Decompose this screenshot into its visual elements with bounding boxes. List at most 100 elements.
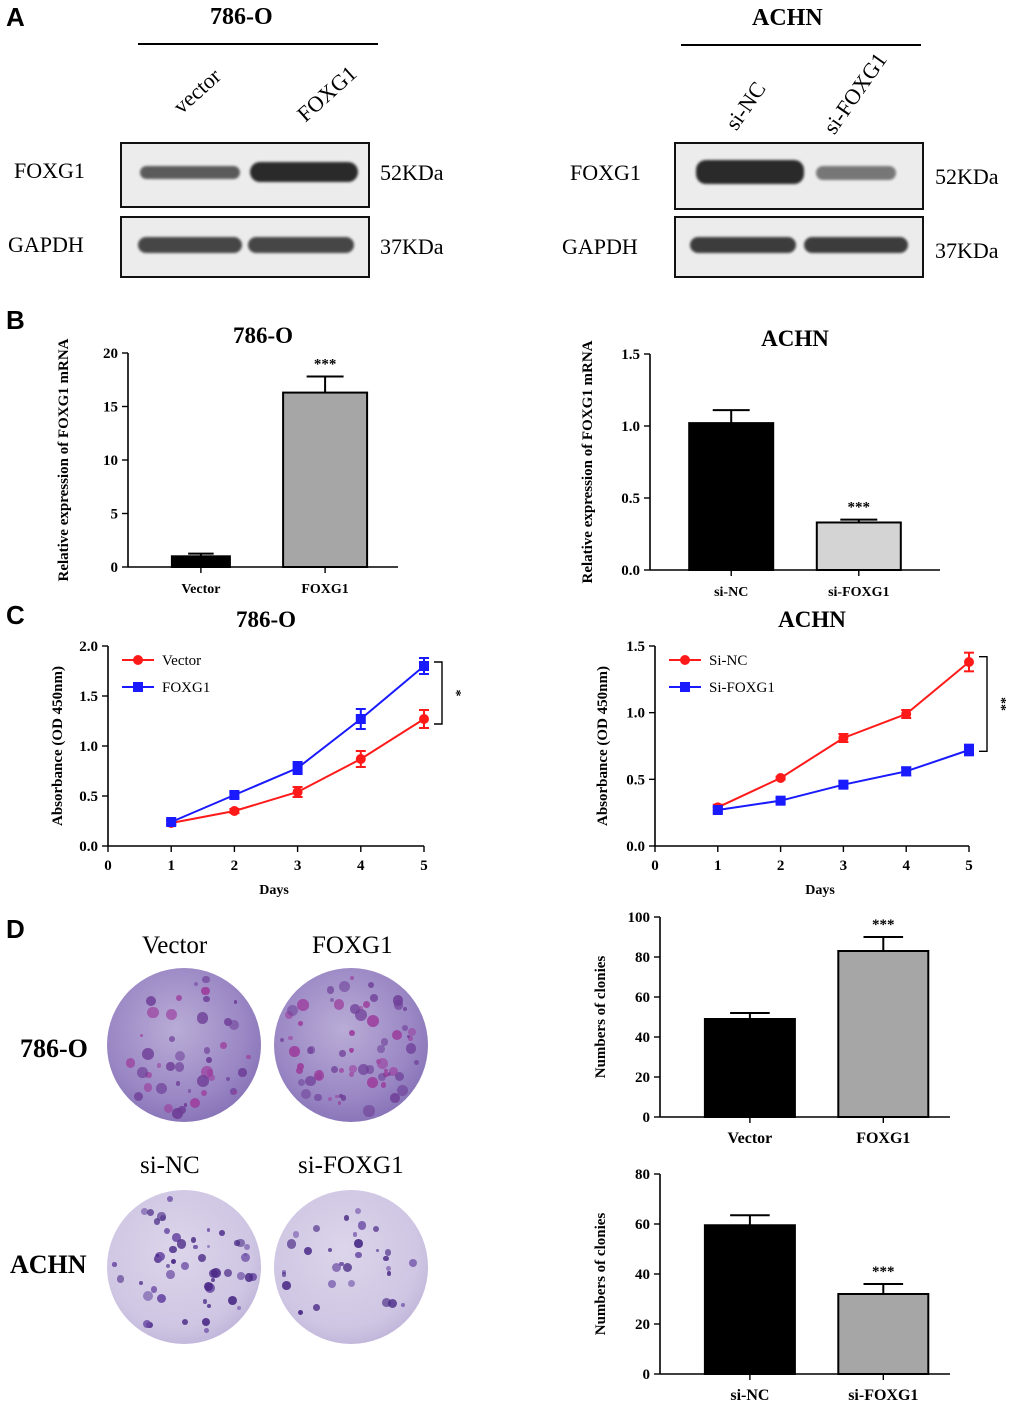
- colony: [112, 1262, 117, 1267]
- colony: [296, 999, 309, 1011]
- colony: [211, 1278, 216, 1283]
- colony: [405, 1043, 417, 1054]
- colony: [339, 1050, 347, 1058]
- x-tick-label: 2: [231, 858, 239, 874]
- colony: [327, 1247, 332, 1252]
- colony: [383, 1255, 389, 1261]
- legend-marker: [680, 682, 690, 692]
- colony: [281, 1281, 291, 1290]
- colony: [137, 1067, 149, 1078]
- colony: [337, 1100, 342, 1105]
- legend-label: Si-NC: [709, 653, 747, 669]
- colony: [313, 1304, 321, 1311]
- significance-label: ***: [314, 357, 337, 373]
- colony: [223, 1017, 233, 1026]
- data-point: [964, 657, 974, 667]
- colony: [297, 1021, 303, 1027]
- colony: [237, 1306, 242, 1311]
- colony: [386, 1270, 392, 1276]
- colony: [407, 1035, 411, 1039]
- colony: [141, 1207, 149, 1215]
- data-point: [419, 714, 429, 724]
- bar: [703, 1018, 796, 1118]
- colony: [197, 1075, 209, 1088]
- lane-label: vector: [168, 63, 226, 119]
- colony: [244, 1273, 254, 1282]
- chart-786o-mrna: 786-O 0 5 10 15 20 Relative expression of FOXG…: [56, 323, 398, 597]
- bar: [170, 555, 231, 569]
- colony: [207, 1069, 214, 1076]
- data-point: [775, 773, 786, 783]
- colony: [347, 1279, 356, 1288]
- colony: [329, 997, 334, 1002]
- colony: [358, 1006, 363, 1011]
- colony: [238, 1068, 247, 1077]
- colony: [164, 1104, 174, 1114]
- blot-row-label: GAPDH: [8, 232, 84, 257]
- x-axis-label: Days: [805, 883, 835, 898]
- colony: [408, 1036, 413, 1041]
- colony: [362, 1000, 371, 1009]
- colony: [349, 1004, 360, 1014]
- colony: [286, 1239, 297, 1250]
- colony: [326, 986, 334, 994]
- colony: [237, 1272, 246, 1281]
- chart-786o-absorbance: 786-O 0.0 0.5 1.0 1.5 2.0 Absorbance (OD 450nm…: [50, 607, 463, 898]
- chart-achn-clonies: 0 20 40 60 80 Numbers of clonies si-NC si-FOXG1…: [593, 1167, 950, 1404]
- band: [690, 237, 796, 253]
- lane-label: FOXG1: [292, 60, 362, 127]
- colony: [349, 1047, 354, 1053]
- colony: [172, 1233, 181, 1242]
- y-axis-label: Relative expression of FOXG1 mRNA: [580, 340, 596, 583]
- band: [816, 166, 896, 180]
- chart-title: 786-O: [236, 607, 296, 632]
- colony: [340, 1095, 347, 1101]
- colony: [328, 1280, 336, 1289]
- y-tick-label: 80: [635, 1167, 650, 1183]
- colony: [373, 1225, 380, 1232]
- data-point: [901, 766, 912, 777]
- colony: [389, 1067, 399, 1077]
- colony: [203, 995, 210, 1003]
- colony-row-label: 786-O: [20, 1034, 88, 1063]
- colony: [233, 1000, 238, 1004]
- y-tick-label: 80: [635, 950, 650, 966]
- significance-label: *: [448, 690, 463, 697]
- colony: [305, 1075, 316, 1087]
- x-tick-label: 3: [294, 858, 302, 874]
- colony: [280, 1038, 285, 1043]
- colony: [201, 986, 210, 995]
- x-tick-label: si-NC: [730, 1387, 769, 1404]
- lane-label: si-FOXG1: [818, 47, 892, 139]
- bar: [815, 521, 902, 571]
- significance-bracket: [979, 655, 988, 753]
- colony: [402, 1007, 407, 1012]
- colony-col-label: si-FOXG1: [298, 1152, 404, 1179]
- colony: [289, 1046, 300, 1057]
- colony: [366, 1015, 379, 1028]
- colony: [338, 980, 350, 993]
- colony: [174, 1062, 185, 1072]
- colony: [182, 1318, 189, 1326]
- data-point: [229, 806, 240, 816]
- colony: [203, 1281, 213, 1291]
- colony: [330, 1065, 338, 1074]
- x-tick-label: 4: [357, 858, 365, 874]
- x-tick-label: 0: [104, 858, 112, 874]
- blot-cell-line-label: 786-O: [210, 4, 273, 30]
- x-tick-label: si-FOXG1: [828, 585, 889, 600]
- colony: [391, 1029, 403, 1041]
- panel-letter-d: D: [6, 914, 25, 944]
- colony: [355, 1009, 367, 1022]
- colony: [177, 1105, 186, 1114]
- blot-foxg1-left: [120, 142, 370, 208]
- blot-row-label: FOXG1: [14, 158, 85, 183]
- colony: [241, 1252, 251, 1262]
- blot-group-line: [681, 44, 921, 46]
- colony: [354, 1239, 363, 1248]
- colony: [188, 1089, 192, 1093]
- significance-label: **: [993, 697, 1008, 711]
- colony: [375, 1248, 379, 1253]
- colony: [171, 1108, 184, 1120]
- colony: [352, 1232, 358, 1237]
